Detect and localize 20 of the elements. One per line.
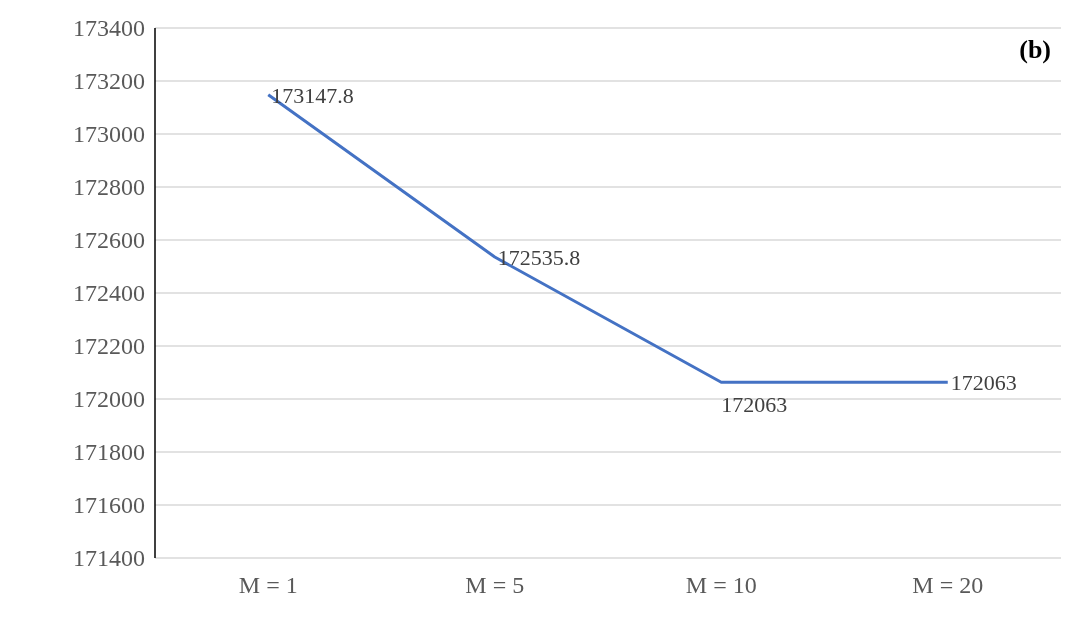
y-tick-label: 172600: [73, 227, 145, 254]
y-tick-label: 171600: [73, 492, 145, 519]
y-tick-label: 172200: [73, 333, 145, 360]
data-label: 172535.8: [497, 245, 581, 271]
data-label: 173147.8: [271, 82, 354, 108]
x-tick-label: M = 5: [465, 572, 525, 598]
x-tick-label: M = 1: [238, 572, 298, 598]
y-tick-label: 173400: [73, 15, 145, 42]
y-tick-label: 173200: [73, 68, 145, 95]
data-label: 172063: [950, 370, 1017, 396]
y-tick-label: 172800: [73, 174, 145, 201]
x-tick-label: M = 20: [912, 572, 984, 598]
data-label: 172063: [721, 392, 788, 418]
y-tick-label: 172400: [73, 280, 145, 307]
annotation: (b): [1019, 35, 1051, 64]
y-tick-label: 171800: [73, 439, 145, 466]
y-tick-label: 173000: [73, 121, 145, 148]
y-tick-label: 172000: [73, 386, 145, 413]
y-tick-label: 171400: [73, 545, 145, 572]
x-tick-label: M = 10: [685, 572, 757, 598]
